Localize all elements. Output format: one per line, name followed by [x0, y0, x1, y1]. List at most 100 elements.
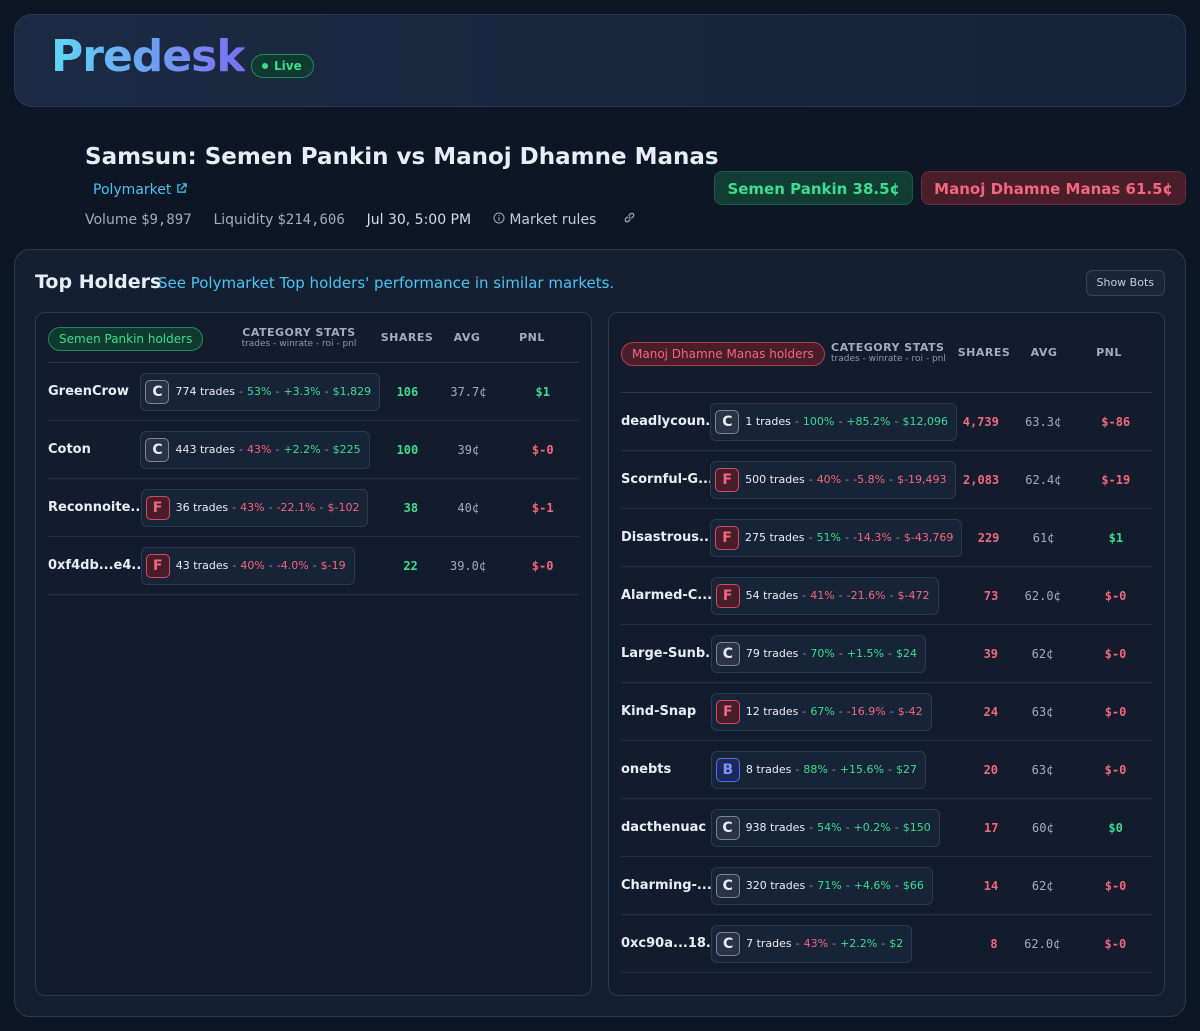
separator: - — [832, 937, 837, 950]
pnl: $-0 — [1104, 704, 1127, 719]
stat-box: F 12 trades -67% - -16.9% - $-42 — [710, 692, 932, 731]
trades: 8 trades — [745, 763, 792, 776]
pnl-header: PNL — [519, 331, 545, 344]
holder-name[interactable]: Charming-... — [621, 878, 711, 893]
stat-pnl: $-472 — [897, 589, 930, 602]
outcome-name: Semen Pankin — [727, 180, 848, 198]
external-icon — [177, 183, 187, 193]
separator: - — [794, 415, 799, 428]
holders-link[interactable]: See Polymarket Top holders' performance … — [158, 274, 615, 292]
separator: - — [838, 647, 843, 660]
outcome-pill: Semen Pankin holders — [48, 327, 204, 351]
shares: 38 — [403, 500, 419, 515]
shares: 100 — [396, 442, 419, 457]
category-badge: B — [715, 757, 740, 782]
holder-name[interactable]: GreenCrow — [48, 384, 129, 399]
winrate: 100% — [802, 415, 835, 428]
holder-name[interactable]: Alarmed-C... — [621, 588, 711, 603]
pnl: $-86 — [1101, 414, 1131, 429]
holder-row: Disastrous... F 275 trades -51% - -14.3% - $-43… — [621, 509, 1152, 567]
avg: 62.0¢ — [1024, 936, 1061, 951]
separator: - — [808, 473, 813, 486]
separator: - — [232, 559, 237, 572]
separator: - — [312, 559, 317, 572]
roi: -14.3% — [852, 531, 892, 544]
separator: - — [275, 443, 280, 456]
source-link[interactable]: Polymarket — [93, 182, 187, 198]
market-meta: Volume $9,897 Liquidity $214,606 Jul 30, 5… — [85, 211, 636, 228]
outcome-button[interactable]: Semen Pankin 38.5¢ — [714, 171, 913, 205]
shares-header: SHARES — [380, 331, 434, 344]
separator: - — [889, 705, 894, 718]
separator: - — [319, 501, 324, 514]
market-title: Samsun: Semen Pankin vs Manoj Dhamne Man… — [85, 144, 719, 170]
category-badge: F — [145, 495, 170, 520]
info-icon — [493, 212, 505, 224]
brand[interactable]: Predesk — [51, 31, 246, 82]
rules-link[interactable]: Market rules — [509, 212, 597, 228]
holder-name[interactable]: dacthenuac — [621, 820, 707, 835]
stat-box: F 43 trades -40% - -4.0% - $-19 — [140, 546, 355, 585]
holder-row: Scornful-G... F 500 trades -40% - -5.8% - $-19,… — [621, 451, 1152, 509]
pnl: $-0 — [1104, 762, 1127, 777]
outcome-name: Manoj Dhamne Manas — [934, 180, 1121, 198]
roi: -4.0% — [276, 559, 309, 572]
avg: 63¢ — [1031, 762, 1054, 777]
roi: +3.3% — [283, 385, 321, 398]
winrate: 71% — [817, 879, 842, 892]
holder-name[interactable]: 0xc90a...18... — [621, 936, 712, 951]
pnl: $1 — [535, 384, 550, 399]
holder-row: Alarmed-C... F 54 trades -41% - -21.6% - $-472 7… — [621, 567, 1152, 625]
pnl: $0 — [1108, 820, 1123, 835]
holders-panel: Manoj Dhamne Manas holders CATEGORY STATS… — [608, 312, 1165, 996]
volume-label: Volume — [85, 212, 138, 228]
roi: -22.1% — [276, 501, 316, 514]
holder-name[interactable]: Large-Sunb... — [621, 646, 711, 661]
holder-row: Charming-... C 320 trades -71% - +4.6% - $66 14 6… — [621, 857, 1152, 915]
separator: - — [845, 473, 850, 486]
show-bots-button[interactable]: Show Bots — [1085, 270, 1165, 296]
separator: - — [324, 385, 329, 398]
separator: - — [889, 473, 894, 486]
stat-box: F 275 trades -51% - -14.3% - $-43,769 — [709, 518, 963, 557]
avg: 60¢ — [1032, 820, 1054, 835]
source-text[interactable]: Polymarket — [93, 182, 172, 198]
stat-pnl: $1,829 — [332, 385, 372, 398]
stat-pnl: $27 — [895, 763, 917, 776]
avg: 37.7¢ — [450, 384, 487, 399]
holder-row: GreenCrow C 774 trades -53% - +3.3% - $1,829 106… — [48, 363, 579, 421]
winrate: 67% — [810, 705, 835, 718]
separator: - — [809, 821, 814, 834]
holder-name[interactable]: Kind-Snap — [621, 704, 697, 719]
roi: +85.2% — [846, 415, 891, 428]
trades: 443 trades — [175, 443, 236, 456]
holder-name[interactable]: 0xf4db...e4... — [48, 558, 141, 573]
separator: - — [268, 559, 273, 572]
avg-header: AVG — [453, 331, 481, 344]
separator: - — [808, 531, 813, 544]
category-badge: C — [145, 437, 170, 462]
avg: 39.0¢ — [449, 558, 487, 573]
roi: +15.6% — [839, 763, 884, 776]
holder-row: Coton C 443 trades -43% - +2.2% - $225 100 39¢ $-0 — [48, 421, 579, 479]
holder-row: Large-Sunb... C 79 trades -70% - +1.5% - $24 39 6… — [621, 625, 1152, 683]
separator: - — [809, 879, 814, 892]
separator: - — [831, 763, 836, 776]
holder-name[interactable]: deadlycoun... — [621, 414, 711, 429]
shares: 106 — [396, 384, 419, 399]
holder-name[interactable]: onebts — [621, 762, 672, 777]
link-icon[interactable] — [623, 211, 636, 224]
holder-name[interactable]: Coton — [48, 442, 91, 457]
winrate: 53% — [247, 385, 272, 398]
holder-name[interactable]: Reconnoite... — [48, 500, 141, 515]
trades: 7 trades — [746, 937, 792, 950]
holder-name[interactable]: Disastrous... — [621, 530, 710, 545]
separator: - — [887, 763, 892, 776]
stat-box: C 938 trades -54% - +0.2% - $150 — [710, 808, 940, 847]
separator: - — [795, 937, 800, 950]
roi: -21.6% — [846, 589, 886, 602]
holder-name[interactable]: Scornful-G... — [621, 472, 711, 487]
outcome-button[interactable]: Manoj Dhamne Manas 61.5¢ — [921, 171, 1186, 205]
